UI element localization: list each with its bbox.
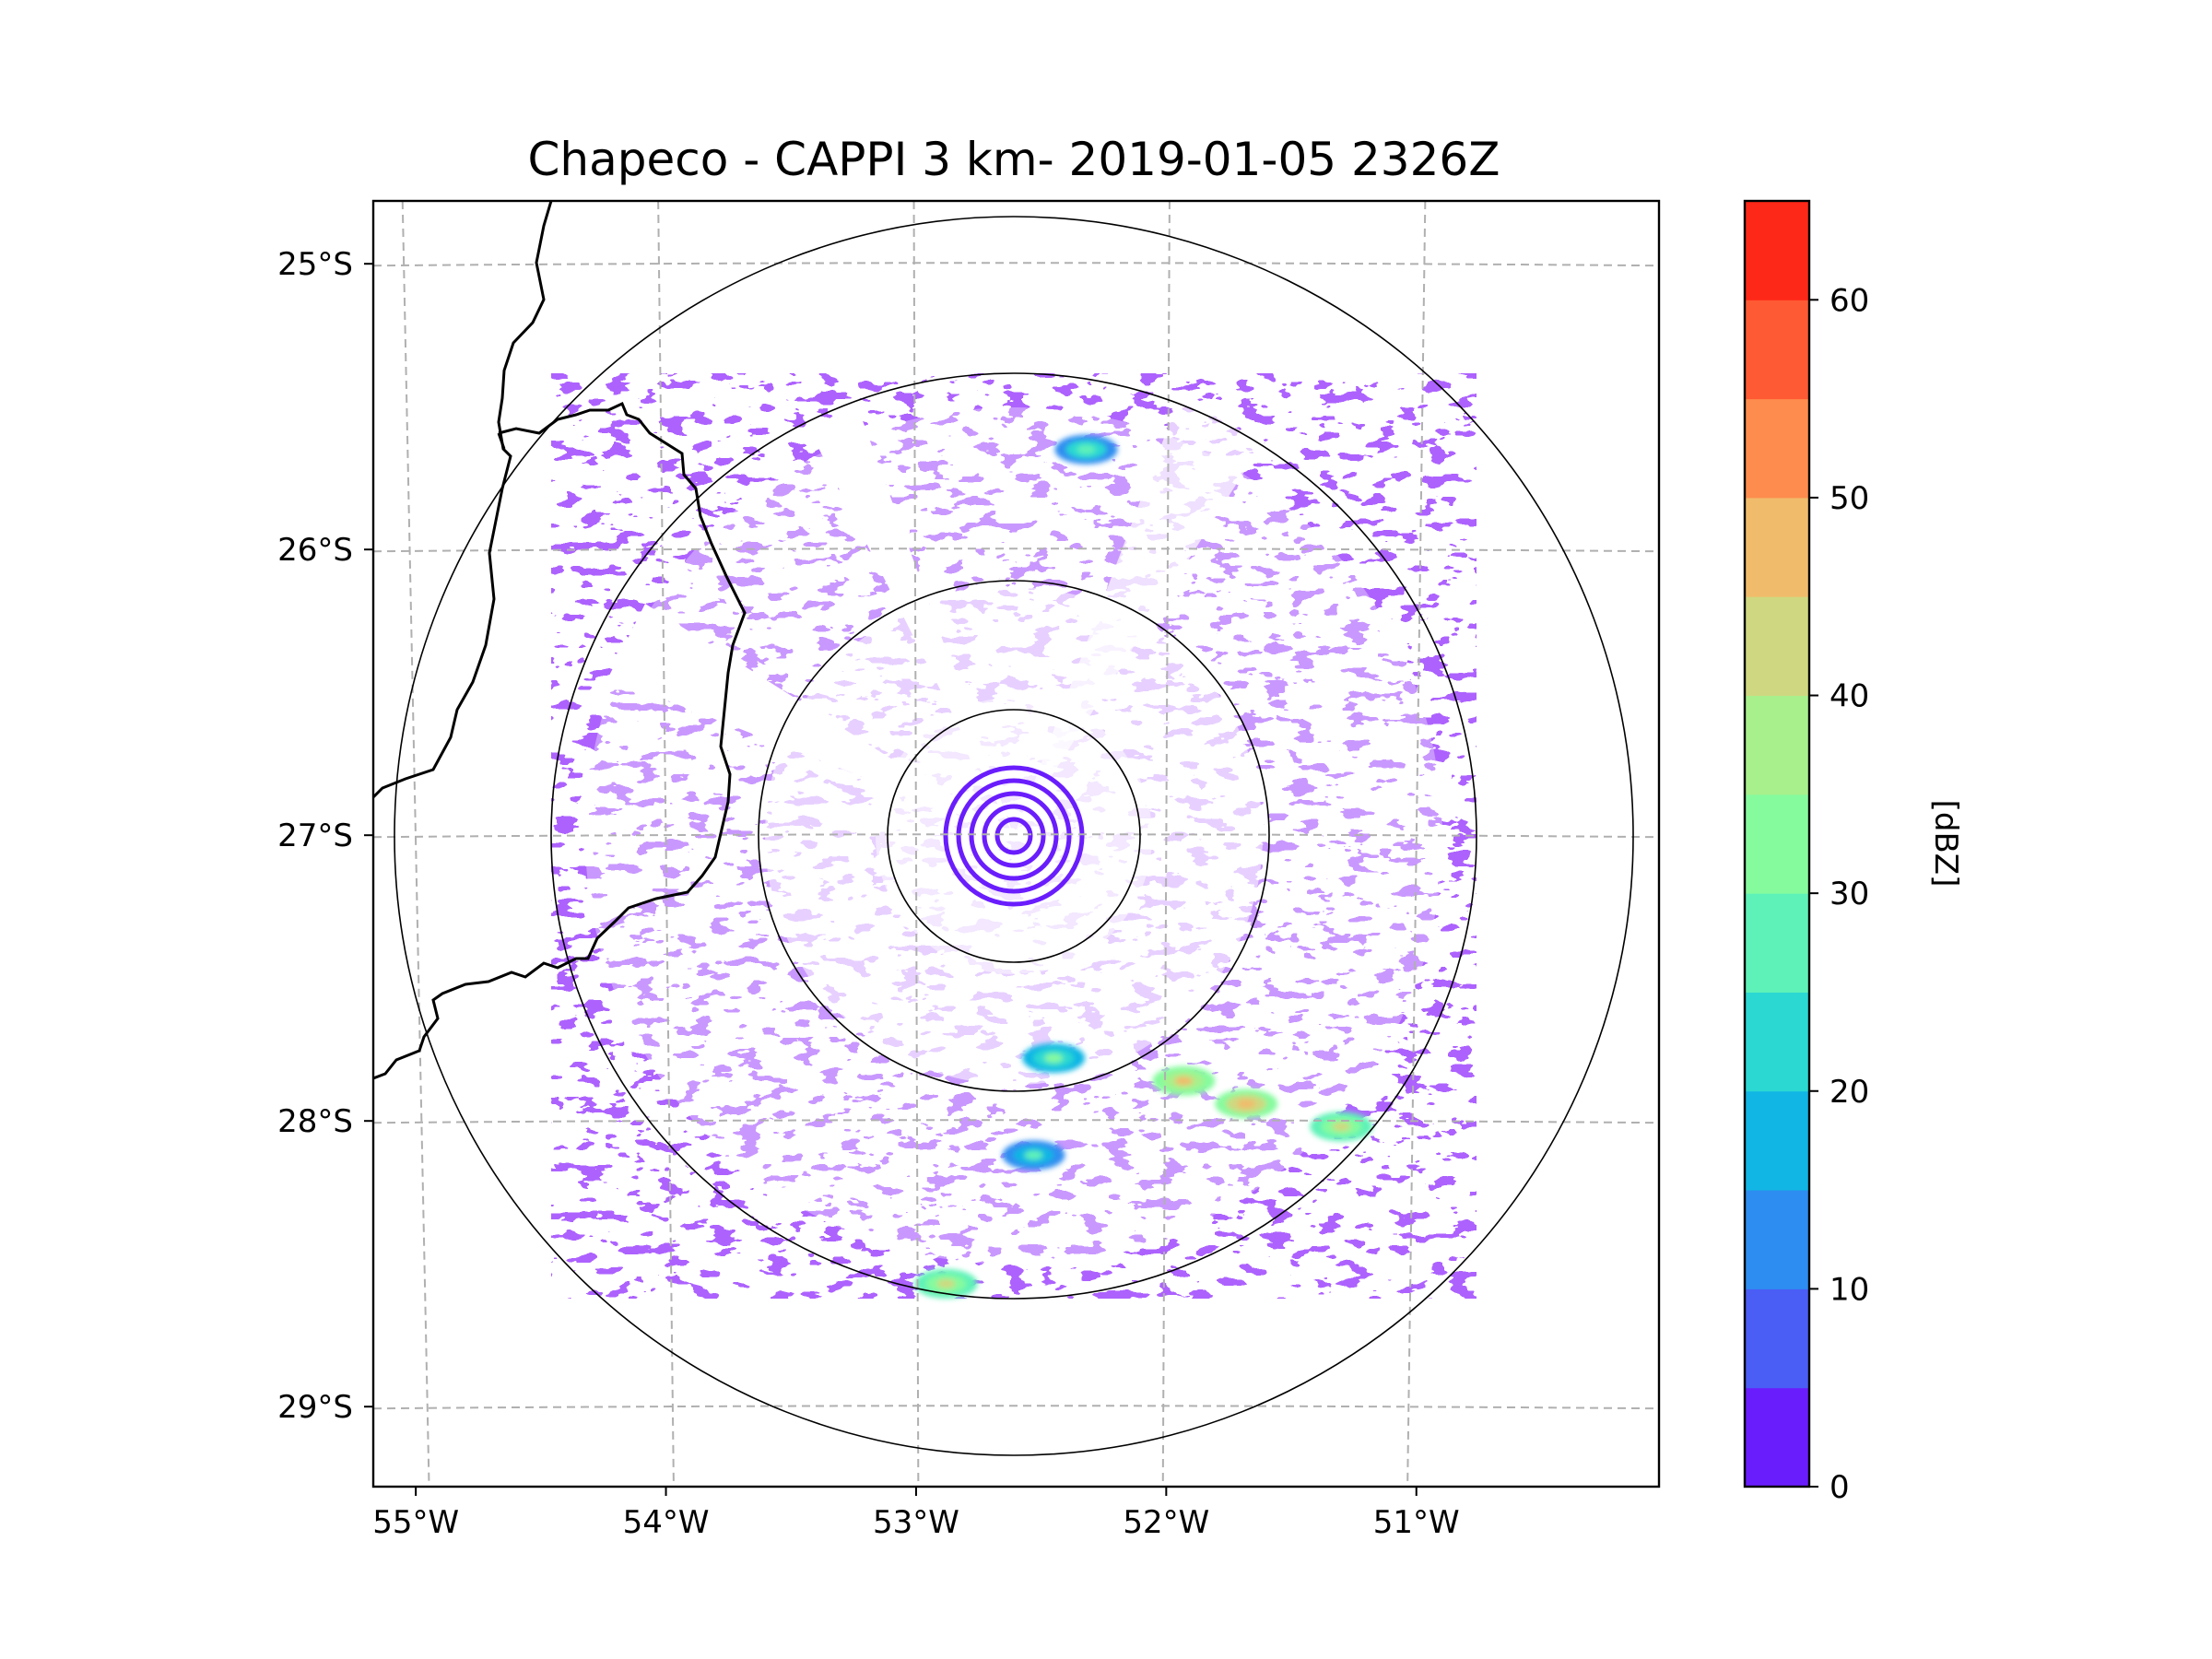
colorbar-tick-label: 20	[1830, 1074, 1869, 1111]
chart-title: Chapeco - CAPPI 3 km- 2019-01-05 2326Z	[528, 133, 1500, 186]
meridian-line	[401, 201, 430, 1487]
colorbar-tick-label: 0	[1830, 1469, 1850, 1506]
colorbar-bin	[1745, 992, 1809, 1092]
echo-cell-core	[1044, 1053, 1064, 1063]
colorbar-bin	[1745, 1190, 1809, 1289]
meridian-line	[1161, 201, 1171, 1487]
colorbar-bins	[1745, 201, 1809, 1488]
y-tick-label: 25°S	[277, 246, 353, 283]
echo-cell-core	[936, 1278, 956, 1288]
colorbar-bin	[1745, 893, 1809, 993]
echo-cell-core	[1024, 1150, 1043, 1160]
map-area	[373, 201, 1659, 1487]
range-rings	[394, 216, 1634, 1456]
y-tick-label: 29°S	[277, 1389, 353, 1426]
plot-frame	[371, 199, 1661, 1488]
colorbar-frame	[1743, 199, 1811, 1488]
colorbar-ticks: 0 10 20 30 40 50 60	[1809, 282, 1869, 1506]
meridian-line	[1406, 201, 1427, 1487]
colorbar-tick-label: 40	[1830, 678, 1869, 715]
state-borders	[373, 201, 747, 1080]
x-tick-label: 55°W	[372, 1504, 459, 1541]
colorbar-bin	[1745, 1090, 1809, 1191]
parallel-line	[373, 547, 1659, 553]
colorbar-tick-label: 60	[1830, 282, 1869, 319]
colorbar-bin	[1745, 300, 1809, 400]
colorbar-bin	[1745, 497, 1809, 597]
meridian-line	[657, 201, 675, 1487]
x-axis: 55°W 54°W 53°W 52°W 51°W	[372, 1487, 1460, 1541]
y-tick-label: 26°S	[277, 532, 353, 569]
colorbar-bin	[1745, 1288, 1809, 1389]
colorbar-bin	[1745, 201, 1809, 300]
x-tick-label: 52°W	[1123, 1504, 1209, 1541]
parallel-line	[373, 1405, 1659, 1410]
colorbar-tick-label: 50	[1830, 480, 1869, 517]
x-tick-label: 54°W	[623, 1504, 710, 1541]
colorbar-label: [dBZ]	[1927, 800, 1964, 888]
x-tick-label: 51°W	[1373, 1504, 1460, 1541]
parallel-line	[373, 1119, 1659, 1124]
colorbar-tick-label: 30	[1830, 876, 1869, 912]
colorbar-bin	[1745, 596, 1809, 697]
graticule	[373, 201, 1659, 1487]
echo-cell-core	[1332, 1122, 1351, 1132]
echo-cell-core	[1174, 1076, 1194, 1086]
y-tick-label: 27°S	[277, 818, 353, 854]
parallel-line	[373, 833, 1659, 839]
center-clutter-rings	[943, 765, 1085, 907]
colorbar-bin	[1745, 794, 1809, 894]
colorbar-bin	[1745, 695, 1809, 795]
parallel-line	[373, 262, 1659, 267]
echo-cell-core	[1237, 1099, 1256, 1109]
meridian-line	[912, 201, 920, 1487]
colorbar-tick-label: 10	[1830, 1271, 1869, 1308]
colorbar-bin	[1745, 398, 1809, 499]
colorbar: 0 10 20 30 40 50 60 [dBZ]	[1743, 199, 1964, 1506]
y-axis: 25°S 26°S 27°S 28°S 29°S	[277, 246, 373, 1426]
x-tick-label: 53°W	[873, 1504, 959, 1541]
echo-cell-core	[1077, 444, 1096, 454]
colorbar-bin	[1745, 1387, 1809, 1488]
y-tick-label: 28°S	[277, 1103, 353, 1140]
